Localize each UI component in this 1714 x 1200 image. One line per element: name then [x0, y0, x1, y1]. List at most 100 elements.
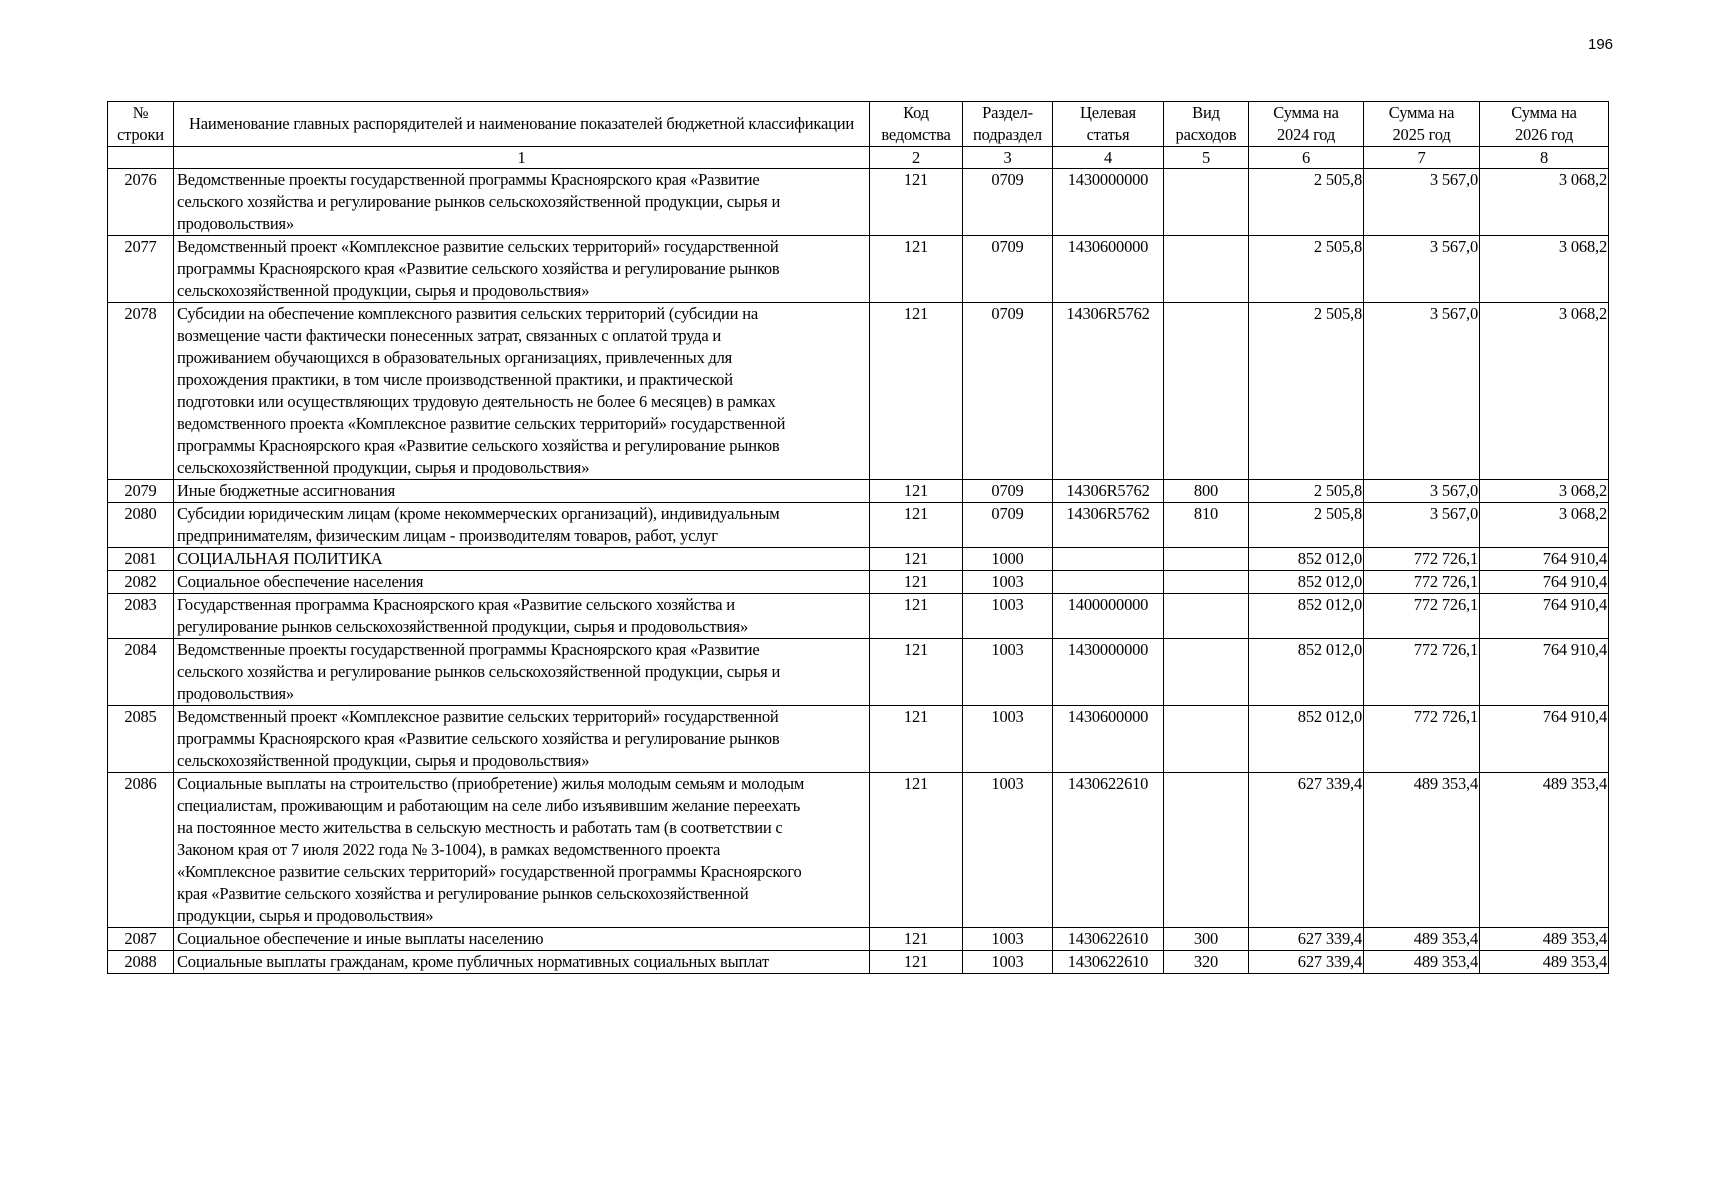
section-code: 0709	[962, 235, 1053, 303]
sum-2024: 2 505,8	[1248, 502, 1364, 548]
header-sum-2024: Сумма на 2024 год	[1248, 101, 1364, 147]
department-code: 121	[869, 168, 963, 236]
row-name: Социальное обеспечение населения	[173, 570, 870, 594]
expense-type	[1163, 235, 1249, 303]
sum-2026: 764 910,4	[1479, 593, 1609, 639]
sum-2026: 3 068,2	[1479, 302, 1609, 480]
sum-2026: 764 910,4	[1479, 638, 1609, 706]
table-row: 2077 Ведомственный проект «Комплексное ра…	[107, 235, 1609, 303]
page-number: 196	[1588, 36, 1614, 53]
sum-2024: 2 505,8	[1248, 235, 1364, 303]
table-row: 2078 Субсидии на обеспечение комплексного…	[107, 302, 1609, 480]
table-row: 2084 Ведомственные проекты государственно…	[107, 638, 1609, 706]
row-number: 2083	[107, 593, 174, 639]
section-code: 1003	[962, 570, 1053, 594]
sum-2024: 852 012,0	[1248, 593, 1364, 639]
row-number: 2086	[107, 772, 174, 928]
row-number: 2087	[107, 927, 174, 951]
header-sum-2026: Сумма на 2026 год	[1479, 101, 1609, 147]
column-number: 4	[1052, 146, 1164, 169]
sum-2025: 772 726,1	[1363, 570, 1480, 594]
target-article: 1430000000	[1052, 168, 1164, 236]
department-code: 121	[869, 705, 963, 773]
section-code: 0709	[962, 168, 1053, 236]
section-code: 0709	[962, 479, 1053, 503]
header-row-number: № строки	[107, 101, 174, 147]
sum-2024: 2 505,8	[1248, 168, 1364, 236]
header-department-code: Код ведомства	[869, 101, 963, 147]
sum-2025: 489 353,4	[1363, 772, 1480, 928]
target-article: 1430622610	[1052, 927, 1164, 951]
sum-2025: 3 567,0	[1363, 168, 1480, 236]
table-row: 2085 Ведомственный проект «Комплексное ра…	[107, 705, 1609, 773]
row-name: СОЦИАЛЬНАЯ ПОЛИТИКА	[173, 547, 870, 571]
sum-2024: 852 012,0	[1248, 705, 1364, 773]
row-name: Государственная программа Красноярского …	[173, 593, 870, 639]
expense-type	[1163, 547, 1249, 571]
table-row: 2088 Социальные выплаты гражданам, кроме …	[107, 950, 1609, 974]
header-target-article: Целевая статья	[1052, 101, 1164, 147]
expense-type: 320	[1163, 950, 1249, 974]
target-article: 14306R5762	[1052, 502, 1164, 548]
sum-2026: 764 910,4	[1479, 570, 1609, 594]
sum-2024: 627 339,4	[1248, 772, 1364, 928]
department-code: 121	[869, 570, 963, 594]
column-number: 1	[173, 146, 870, 169]
column-number: 7	[1363, 146, 1480, 169]
column-number	[107, 146, 174, 169]
sum-2025: 3 567,0	[1363, 479, 1480, 503]
sum-2026: 764 910,4	[1479, 547, 1609, 571]
row-name: Субсидии юридическим лицам (кроме некомм…	[173, 502, 870, 548]
department-code: 121	[869, 950, 963, 974]
header-expense-type: Вид расходов	[1163, 101, 1249, 147]
row-name: Социальное обеспечение и иные выплаты на…	[173, 927, 870, 951]
department-code: 121	[869, 479, 963, 503]
sum-2026: 3 068,2	[1479, 168, 1609, 236]
department-code: 121	[869, 638, 963, 706]
row-name: Социальные выплаты на строительство (при…	[173, 772, 870, 928]
sum-2024: 2 505,8	[1248, 302, 1364, 480]
sum-2026: 489 353,4	[1479, 772, 1609, 928]
section-code: 1003	[962, 927, 1053, 951]
sum-2024: 852 012,0	[1248, 547, 1364, 571]
row-number: 2079	[107, 479, 174, 503]
row-name: Ведомственные проекты государственной пр…	[173, 168, 870, 236]
row-number: 2082	[107, 570, 174, 594]
section-code: 1003	[962, 950, 1053, 974]
sum-2026: 764 910,4	[1479, 705, 1609, 773]
section-code: 0709	[962, 502, 1053, 548]
sum-2026: 489 353,4	[1479, 927, 1609, 951]
target-article: 14306R5762	[1052, 479, 1164, 503]
expense-type	[1163, 638, 1249, 706]
sum-2025: 772 726,1	[1363, 547, 1480, 571]
row-number: 2085	[107, 705, 174, 773]
row-number: 2080	[107, 502, 174, 548]
column-number: 6	[1248, 146, 1364, 169]
sum-2025: 772 726,1	[1363, 593, 1480, 639]
row-number: 2078	[107, 302, 174, 480]
row-name: Ведомственные проекты государственной пр…	[173, 638, 870, 706]
expense-type	[1163, 593, 1249, 639]
target-article: 1430000000	[1052, 638, 1164, 706]
row-number: 2081	[107, 547, 174, 571]
sum-2024: 627 339,4	[1248, 950, 1364, 974]
row-name: Ведомственный проект «Комплексное развит…	[173, 705, 870, 773]
table-row: 2079 Иные бюджетные ассигнования 121 0709 14…	[107, 479, 1609, 503]
row-name: Социальные выплаты гражданам, кроме публ…	[173, 950, 870, 974]
row-number: 2077	[107, 235, 174, 303]
target-article: 1430622610	[1052, 950, 1164, 974]
expense-type	[1163, 302, 1249, 480]
department-code: 121	[869, 547, 963, 571]
section-code: 0709	[962, 302, 1053, 480]
column-number: 8	[1479, 146, 1609, 169]
expense-type	[1163, 772, 1249, 928]
row-number: 2076	[107, 168, 174, 236]
table-row: 2080 Субсидии юридическим лицам (кроме не…	[107, 502, 1609, 548]
sum-2026: 3 068,2	[1479, 479, 1609, 503]
row-name: Иные бюджетные ассигнования	[173, 479, 870, 503]
sum-2025: 489 353,4	[1363, 927, 1480, 951]
target-article: 1400000000	[1052, 593, 1164, 639]
header-name: Наименование главных распорядителей и на…	[173, 101, 870, 147]
department-code: 121	[869, 502, 963, 548]
column-number: 3	[962, 146, 1053, 169]
